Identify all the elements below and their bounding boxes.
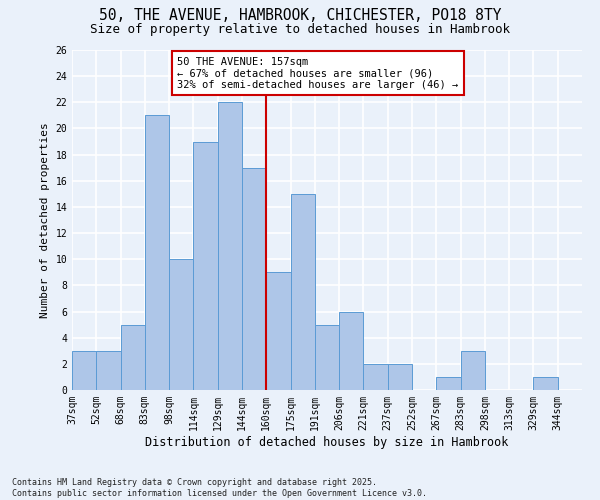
Bar xyxy=(266,272,290,390)
Bar xyxy=(315,324,339,390)
Bar xyxy=(121,324,145,390)
X-axis label: Distribution of detached houses by size in Hambrook: Distribution of detached houses by size … xyxy=(145,436,509,448)
Text: Contains HM Land Registry data © Crown copyright and database right 2025.
Contai: Contains HM Land Registry data © Crown c… xyxy=(12,478,427,498)
Text: 50, THE AVENUE, HAMBROOK, CHICHESTER, PO18 8TY: 50, THE AVENUE, HAMBROOK, CHICHESTER, PO… xyxy=(99,8,501,22)
Text: 50 THE AVENUE: 157sqm
← 67% of detached houses are smaller (96)
32% of semi-deta: 50 THE AVENUE: 157sqm ← 67% of detached … xyxy=(177,56,458,90)
Bar xyxy=(339,312,364,390)
Bar xyxy=(436,377,461,390)
Bar xyxy=(145,116,169,390)
Bar xyxy=(193,142,218,390)
Bar xyxy=(290,194,315,390)
Text: Size of property relative to detached houses in Hambrook: Size of property relative to detached ho… xyxy=(90,22,510,36)
Bar xyxy=(218,102,242,390)
Bar xyxy=(96,351,121,390)
Bar xyxy=(364,364,388,390)
Bar xyxy=(242,168,266,390)
Bar xyxy=(533,377,558,390)
Bar xyxy=(388,364,412,390)
Bar xyxy=(72,351,96,390)
Bar xyxy=(461,351,485,390)
Bar xyxy=(169,259,193,390)
Y-axis label: Number of detached properties: Number of detached properties xyxy=(40,122,50,318)
